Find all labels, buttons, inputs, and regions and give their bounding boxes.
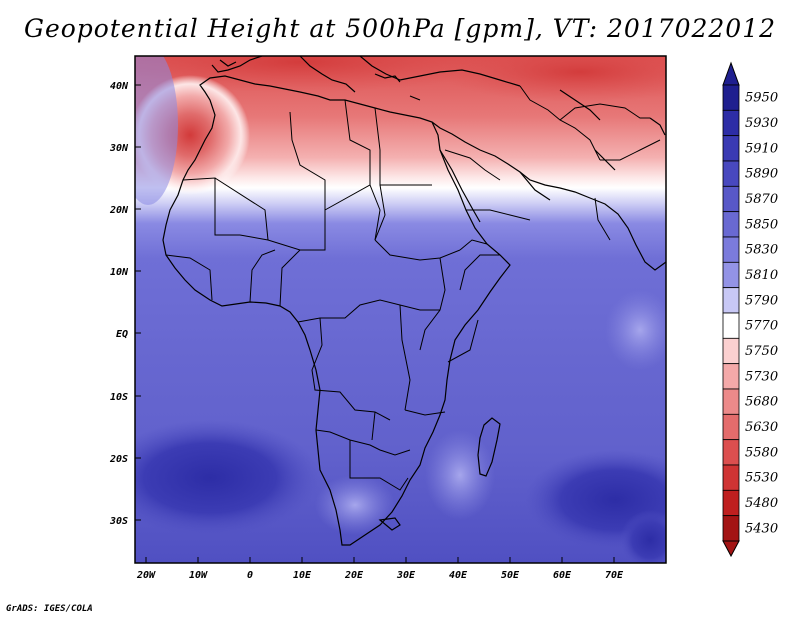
colorbar-swatch (722, 135, 740, 162)
colorbar-label: 5930 (745, 116, 778, 131)
colorbar-swatch (722, 261, 740, 289)
lat-label: 20S (109, 454, 128, 465)
colorbar-swatch (722, 109, 740, 137)
colorbar-swatch (722, 211, 740, 238)
colorbar-top-arrow (722, 61, 740, 86)
colorbar-swatch (722, 185, 740, 213)
map-title: Geopotential Height at 500hPa [gpm], VT:… (23, 14, 777, 43)
lon-label: 60E (553, 570, 572, 581)
colorbar-swatches (722, 84, 740, 542)
colorbar-label: 5890 (745, 167, 778, 182)
colorbar-swatch (722, 236, 740, 263)
colorbar-label: 5870 (745, 192, 778, 207)
footer-credit: GrADS: IGES/COLA (6, 604, 93, 614)
colorbar-bottom-arrow (722, 540, 740, 558)
coastlines (162, 56, 666, 546)
colorbar-swatch (722, 363, 740, 390)
colorbar-label: 5950 (745, 91, 778, 106)
lat-label: EQ (116, 329, 128, 340)
colorbar-swatch (722, 84, 740, 111)
colorbar-label: 5630 (745, 420, 778, 435)
colorbar-label: 5790 (745, 293, 778, 308)
colorbar-label: 5750 (745, 344, 778, 359)
height-field (135, 56, 666, 563)
colorbar-swatch (722, 413, 740, 441)
lon-label: 40E (449, 570, 468, 581)
lon-label: 20W (136, 570, 156, 581)
colorbar-swatch (722, 515, 740, 542)
lon-label: 0 (247, 570, 253, 581)
colorbar-label: 5910 (745, 141, 778, 156)
country-borders (165, 85, 661, 491)
colorbar-swatch (722, 439, 740, 466)
lon-label: 70E (605, 570, 624, 581)
colorbar-label: 5830 (745, 243, 778, 258)
lat-label: 10S (110, 392, 128, 403)
lon-label: 30E (396, 570, 416, 581)
colorbar-swatch (722, 337, 740, 365)
lon-label: 20E (344, 570, 364, 581)
lat-axis: 40N 30N 20N 10N EQ 10S 20S 30S (109, 81, 141, 527)
colorbar-swatch (722, 160, 740, 187)
colorbar-swatch (722, 287, 740, 314)
colorbar-label: 5530 (745, 471, 778, 486)
colorbar-label: 5770 (745, 319, 778, 334)
lat-label: 40N (110, 81, 129, 92)
colorbar-labels: 5950 5930 5910 5890 5870 5850 5830 5810 5790 5770… (745, 91, 778, 537)
lon-axis: 20W 10W 0 10E 20E 30E 40E 50E 60E 70E (136, 557, 624, 581)
lat-label: 20N (109, 205, 129, 216)
colorbar-swatch (722, 489, 740, 517)
colorbar-label: 5430 (745, 521, 778, 536)
lat-label: 30S (109, 516, 128, 527)
colorbar-swatch (722, 388, 740, 415)
lon-label: 10W (189, 570, 208, 581)
lon-label: 10E (293, 570, 312, 581)
colorbar-label: 5580 (745, 445, 778, 460)
colorbar-label: 5810 (745, 268, 778, 283)
lat-label: 10N (110, 267, 129, 278)
colorbar-label: 5850 (745, 217, 778, 232)
colorbar-label: 5480 (745, 496, 778, 511)
colorbar-label: 5680 (745, 395, 778, 410)
lon-label: 50E (501, 570, 520, 581)
colorbar-swatch (722, 464, 740, 491)
colorbar-label: 5730 (745, 369, 778, 384)
map-frame (134, 55, 667, 564)
lat-label: 30N (109, 143, 129, 154)
colorbar: 5950 5930 5910 5890 5870 5850 5830 5810 5790 5770… (722, 61, 778, 558)
colorbar-swatch (722, 312, 740, 339)
